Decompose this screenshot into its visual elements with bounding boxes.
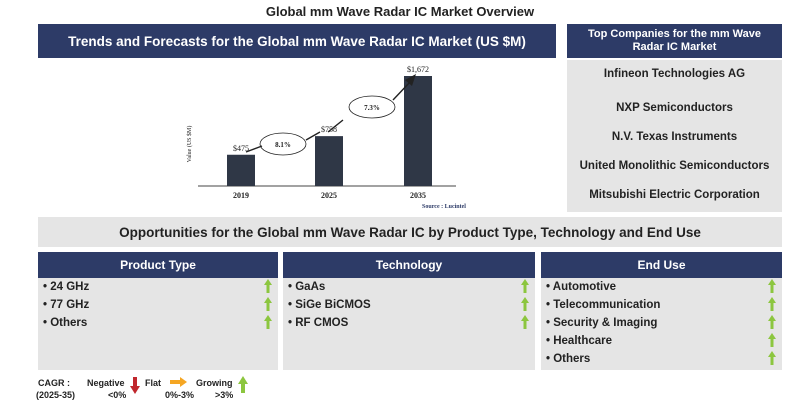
page-title: Global mm Wave Radar IC Market Overview	[265, 4, 535, 19]
right-arrow-icon	[170, 377, 187, 387]
growing-arrow-icon	[768, 297, 780, 313]
list-item-label: RF CMOS	[295, 317, 349, 329]
down-arrow-icon	[130, 377, 140, 394]
legend-negative-range: <0%	[108, 390, 127, 400]
legend-flat-label: Flat	[145, 378, 162, 388]
list-item: • Telecommunication	[546, 299, 661, 311]
list-item-label: Others	[50, 317, 88, 329]
list-item-label: Healthcare	[553, 335, 613, 347]
trends-header: Trends and Forecasts for the Global mm W…	[38, 24, 556, 58]
list-item-label: Telecommunication	[553, 299, 661, 311]
list-item: • Security & Imaging	[546, 317, 658, 329]
up-arrow-icon	[238, 376, 248, 393]
chart-panel: Value (US $M) $475 2019 $758 2025 $1,672 2035…	[38, 60, 556, 212]
bar-2035	[404, 76, 432, 186]
growing-arrow-icon	[264, 297, 276, 313]
trend-arrow	[245, 81, 411, 153]
list-item: • 77 GHz	[43, 299, 90, 311]
growing-arrow-icon	[768, 333, 780, 349]
source-label: Source : Lucintel	[422, 204, 466, 210]
list-item: • Automotive	[546, 281, 617, 293]
bar-chart: Value (US $M) $475 2019 $758 2025 $1,672 2035…	[186, 65, 466, 210]
end-use-list: • Automotive • Telecommunication • Securit…	[541, 278, 782, 370]
growing-arrow-icon	[768, 351, 780, 367]
bar-value-label: $475	[233, 144, 249, 153]
product-type-list: • 24 GHz • 77 GHz • Others	[38, 278, 278, 370]
growing-arrow-icon	[264, 315, 276, 331]
x-tick-label: 2025	[321, 191, 337, 200]
list-item: • SiGe BiCMOS	[288, 299, 371, 311]
trend-arrow-head	[405, 74, 416, 86]
growing-arrow-icon	[521, 297, 533, 313]
end-use-header: End Use	[541, 252, 782, 278]
company-item: United Monolithic Semiconductors	[579, 160, 770, 172]
growing-arrow-icon	[264, 279, 276, 295]
bar-value-label: $758	[321, 125, 337, 134]
company-item: N.V. Texas Instruments	[611, 131, 738, 143]
growing-arrow-icon	[521, 315, 533, 331]
list-item-label: 77 GHz	[50, 299, 90, 311]
x-tick-label: 2019	[233, 191, 249, 200]
growth-label-1: 8.1%	[275, 141, 291, 149]
product-type-header: Product Type	[38, 252, 278, 278]
list-item: • 24 GHz	[43, 281, 90, 293]
x-tick-label: 2035	[410, 191, 426, 200]
company-item: Infineon Technologies AG	[603, 68, 746, 80]
cagr-label: CAGR :	[38, 378, 70, 388]
growing-arrow-icon	[768, 315, 780, 331]
list-item-label: 24 GHz	[50, 281, 90, 293]
technology-header: Technology	[283, 252, 535, 278]
list-item: • RF CMOS	[288, 317, 349, 329]
growth-bubble-1	[259, 132, 307, 156]
legend-growing-range: >3%	[215, 390, 234, 400]
cagr-period: (2025-35)	[36, 390, 76, 400]
legend-flat-range: 0%-3%	[165, 390, 195, 400]
legend-growing-label: Growing	[196, 378, 233, 388]
list-item: • GaAs	[288, 281, 326, 293]
technology-list: • GaAs • SiGe BiCMOS • RF CMOS	[283, 278, 535, 370]
company-item: NXP Semiconductors	[616, 102, 733, 114]
list-item: • Others	[546, 353, 591, 365]
top-companies-header: Top Companies for the mm Wave Radar IC M…	[567, 24, 782, 58]
list-item: • Others	[43, 317, 88, 329]
bar-2019	[227, 154, 255, 186]
bar-2025	[315, 136, 343, 186]
list-item-label: SiGe BiCMOS	[295, 299, 371, 311]
growing-arrow-icon	[768, 279, 780, 295]
opportunities-header: Opportunities for the Global mm Wave Rad…	[38, 217, 782, 247]
list-item-label: Automotive	[552, 281, 617, 293]
list-item-label: GaAs	[295, 281, 326, 293]
growth-label-2: 7.3%	[364, 104, 380, 112]
legend-negative-label: Negative	[87, 378, 125, 388]
growing-arrow-icon	[521, 279, 533, 295]
list-item-label: Others	[553, 353, 591, 365]
list-item-label: Security & Imaging	[553, 317, 658, 329]
top-companies-panel: Infineon Technologies AG NXP Semiconduct…	[567, 60, 782, 212]
y-axis-label: Value (US $M)	[186, 126, 193, 163]
growth-bubble-2	[348, 95, 396, 119]
company-item: Mitsubishi Electric Corporation	[589, 189, 760, 201]
bar-value-label: $1,672	[407, 65, 429, 74]
list-item: • Healthcare	[546, 335, 613, 347]
